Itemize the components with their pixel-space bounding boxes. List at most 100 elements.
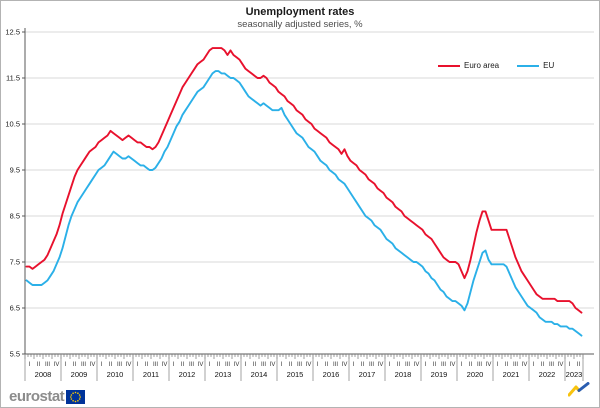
svg-text:10.5: 10.5	[5, 120, 20, 129]
svg-text:2016: 2016	[323, 370, 340, 379]
eurostat-wordmark: eurostat	[9, 388, 65, 405]
eu-line-swatch	[517, 65, 540, 67]
svg-text:I: I	[533, 362, 535, 368]
svg-text:III: III	[549, 362, 554, 368]
svg-text:I: I	[65, 362, 67, 368]
svg-text:IV: IV	[126, 362, 132, 368]
svg-text:I: I	[425, 362, 427, 368]
svg-text:2010: 2010	[107, 370, 124, 379]
svg-text:II: II	[253, 362, 257, 368]
svg-text:IV: IV	[162, 362, 168, 368]
svg-text:2017: 2017	[359, 370, 376, 379]
svg-text:2023: 2023	[566, 370, 583, 379]
svg-text:IV: IV	[54, 362, 60, 368]
svg-text:II: II	[73, 362, 77, 368]
svg-text:III: III	[369, 362, 374, 368]
svg-text:2009: 2009	[71, 370, 88, 379]
svg-text:2019: 2019	[431, 370, 448, 379]
svg-text:II: II	[325, 362, 329, 368]
svg-text:II: II	[433, 362, 437, 368]
svg-text:I: I	[461, 362, 463, 368]
svg-text:2021: 2021	[503, 370, 520, 379]
svg-text:I: I	[569, 362, 571, 368]
gridlines	[25, 31, 594, 309]
svg-text:2022: 2022	[539, 370, 556, 379]
svg-text:IV: IV	[90, 362, 96, 368]
svg-text:III: III	[189, 362, 194, 368]
svg-text:I: I	[353, 362, 355, 368]
svg-text:II: II	[289, 362, 293, 368]
chart-legend: Euro area EU	[438, 62, 554, 70]
svg-text:III: III	[297, 362, 302, 368]
svg-text:III: III	[513, 362, 518, 368]
svg-text:III: III	[117, 362, 122, 368]
chart-subtitle: seasonally adjusted series, %	[237, 19, 363, 30]
legend-item-eu: EU	[517, 62, 554, 70]
svg-text:I: I	[209, 362, 211, 368]
svg-text:III: III	[81, 362, 86, 368]
axes	[24, 28, 594, 355]
svg-text:II: II	[361, 362, 365, 368]
svg-text:II: II	[541, 362, 545, 368]
svg-text:I: I	[317, 362, 319, 368]
svg-text:9.5: 9.5	[10, 166, 20, 175]
svg-text:2014: 2014	[251, 370, 268, 379]
svg-text:7.5: 7.5	[10, 258, 20, 267]
svg-text:2008: 2008	[35, 370, 52, 379]
x-axis-ticks	[24, 354, 584, 359]
euro-area-line-swatch	[438, 65, 460, 67]
svg-text:II: II	[397, 362, 401, 368]
svg-text:2020: 2020	[467, 370, 484, 379]
eurostat-logo: eurostat	[9, 388, 86, 405]
svg-text:12.5: 12.5	[5, 28, 20, 37]
svg-text:III: III	[477, 362, 482, 368]
svg-text:IV: IV	[486, 362, 492, 368]
svg-text:III: III	[333, 362, 338, 368]
svg-text:2013: 2013	[215, 370, 232, 379]
svg-text:II: II	[469, 362, 473, 368]
y-axis-labels: 5.5 6.5 7.5 8.5 9.5 10.5 11.5 12.5	[5, 28, 25, 359]
svg-text:5.5: 5.5	[10, 350, 20, 359]
svg-text:I: I	[101, 362, 103, 368]
svg-text:III: III	[225, 362, 230, 368]
svg-text:III: III	[441, 362, 446, 368]
series-line-eu	[25, 70, 583, 337]
svg-text:I: I	[281, 362, 283, 368]
svg-text:III: III	[261, 362, 266, 368]
svg-text:2012: 2012	[179, 370, 196, 379]
eu-flag-icon	[66, 389, 86, 404]
svg-text:I: I	[29, 362, 31, 368]
svg-text:IV: IV	[342, 362, 348, 368]
svg-text:II: II	[217, 362, 221, 368]
trend-logo-icon	[567, 382, 590, 402]
chart-title: Unemployment rates	[245, 6, 355, 18]
svg-text:III: III	[153, 362, 158, 368]
svg-text:IV: IV	[198, 362, 204, 368]
svg-text:IV: IV	[414, 362, 420, 368]
svg-text:III: III	[405, 362, 410, 368]
svg-text:IV: IV	[270, 362, 276, 368]
svg-text:II: II	[37, 362, 41, 368]
svg-text:IV: IV	[378, 362, 384, 368]
svg-text:I: I	[137, 362, 139, 368]
svg-text:II: II	[577, 362, 581, 368]
svg-text:11.5: 11.5	[6, 74, 20, 83]
svg-text:2015: 2015	[287, 370, 304, 379]
svg-text:II: II	[109, 362, 113, 368]
legend-item-euro-area: Euro area	[438, 62, 499, 70]
svg-text:IV: IV	[522, 362, 528, 368]
series-line-euro-area	[25, 47, 583, 314]
svg-text:II: II	[181, 362, 185, 368]
svg-text:I: I	[497, 362, 499, 368]
legend-label-euro-area: Euro area	[464, 61, 500, 70]
eu-flag-stars	[70, 391, 82, 402]
svg-text:2018: 2018	[395, 370, 412, 379]
svg-text:I: I	[389, 362, 391, 368]
svg-text:II: II	[505, 362, 509, 368]
svg-text:2011: 2011	[143, 370, 159, 379]
svg-text:I: I	[245, 362, 247, 368]
svg-text:II: II	[145, 362, 149, 368]
